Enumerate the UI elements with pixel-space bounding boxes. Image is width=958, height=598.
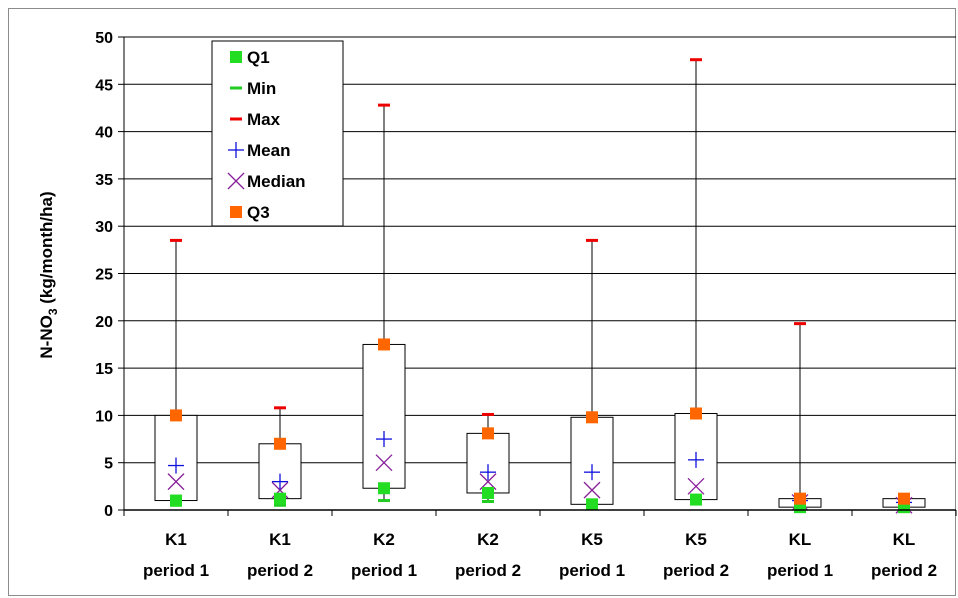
q3-marker bbox=[170, 409, 182, 422]
mean-marker bbox=[376, 431, 392, 448]
y-tick-label: 20 bbox=[95, 314, 113, 331]
x-label-site: KL bbox=[893, 530, 916, 549]
legend-symbol bbox=[227, 172, 245, 190]
q1-marker bbox=[586, 498, 598, 511]
q1-marker bbox=[378, 482, 390, 495]
legend-symbol bbox=[230, 206, 242, 218]
legend-label: Q1 bbox=[247, 48, 270, 67]
median-marker bbox=[583, 481, 601, 499]
x-label-period: period 1 bbox=[559, 561, 625, 580]
legend-label: Median bbox=[247, 172, 306, 191]
x-label-period: period 1 bbox=[143, 561, 209, 580]
y-tick-label: 15 bbox=[95, 361, 113, 378]
legend-label: Mean bbox=[247, 141, 290, 160]
y-tick-label: 50 bbox=[95, 30, 113, 47]
x-label-site: K1 bbox=[269, 530, 291, 549]
q1-marker bbox=[274, 492, 286, 505]
median-x-b bbox=[375, 454, 393, 472]
legend-item: Max bbox=[230, 110, 281, 129]
x-label-site: K1 bbox=[165, 530, 187, 549]
box bbox=[154, 414, 198, 502]
mean-marker bbox=[272, 473, 288, 490]
mean-marker bbox=[480, 464, 496, 481]
y-tick-label: 30 bbox=[95, 219, 113, 236]
x-label-period: period 1 bbox=[351, 561, 417, 580]
x-label-site: K5 bbox=[685, 530, 707, 549]
q3-marker bbox=[482, 427, 494, 440]
median-marker bbox=[167, 473, 185, 491]
mean-marker bbox=[584, 464, 600, 481]
mean-marker bbox=[688, 451, 704, 468]
axes bbox=[123, 37, 957, 516]
legend-item: Mean bbox=[228, 141, 290, 160]
median-x-b bbox=[167, 473, 185, 491]
median-x-b bbox=[227, 172, 245, 190]
y-tick-label: 45 bbox=[95, 77, 113, 94]
x-label-site: K2 bbox=[373, 530, 395, 549]
q1-marker bbox=[690, 493, 702, 506]
median-x-b bbox=[583, 481, 601, 499]
x-label-period: period 2 bbox=[663, 561, 729, 580]
y-tick-label: 10 bbox=[95, 408, 113, 425]
legend: Q1 Min Max Mean Median Q3 bbox=[211, 40, 344, 227]
median-x-b bbox=[687, 477, 705, 495]
median-marker bbox=[479, 473, 497, 491]
q3-marker bbox=[378, 338, 390, 351]
y-tick-label: 25 bbox=[95, 267, 113, 284]
q3-marker bbox=[690, 407, 702, 420]
legend-item: Q1 bbox=[230, 48, 270, 67]
x-label-period: period 2 bbox=[455, 561, 521, 580]
y-tick-label: 0 bbox=[104, 503, 113, 520]
x-label-site: KL bbox=[789, 530, 812, 549]
boxes bbox=[154, 343, 926, 508]
median-marker bbox=[375, 454, 393, 472]
y-axis-label: N-NO3 (kg/month/ha) bbox=[37, 191, 60, 358]
q3-marker bbox=[274, 437, 286, 450]
box bbox=[570, 416, 614, 505]
x-label-period: period 2 bbox=[871, 561, 937, 580]
box bbox=[362, 343, 406, 489]
q3-marker bbox=[898, 492, 910, 505]
median-x-b bbox=[479, 473, 497, 491]
legend-item: Min bbox=[230, 79, 276, 98]
legend-symbol bbox=[228, 142, 244, 158]
q3-marker bbox=[794, 492, 806, 505]
q1-marker bbox=[170, 494, 182, 507]
legend-box bbox=[211, 40, 344, 227]
x-label-period: period 2 bbox=[247, 561, 313, 580]
legend-item: Median bbox=[227, 172, 306, 191]
mean-marker bbox=[168, 457, 184, 474]
x-label-period: period 1 bbox=[767, 561, 833, 580]
x-label-site: K5 bbox=[581, 530, 603, 549]
box bbox=[466, 432, 510, 494]
q3-marker bbox=[586, 411, 598, 424]
chart-frame bbox=[8, 8, 956, 596]
x-category-labels: K1 period 1 K1 period 2 K2 period 1 K2 period 2… bbox=[143, 530, 937, 580]
x-label-site: K2 bbox=[477, 530, 499, 549]
y-tick-labels: 0 5 10 15 20 25 30 35 40 45 50 bbox=[95, 30, 113, 520]
q1-marker bbox=[482, 486, 494, 499]
legend-label: Q3 bbox=[247, 203, 270, 222]
legend-label: Max bbox=[247, 110, 281, 129]
legend-item: Q3 bbox=[230, 203, 270, 222]
legend-label: Min bbox=[247, 79, 276, 98]
median-marker bbox=[687, 477, 705, 495]
y-tick-label: 5 bbox=[104, 456, 113, 473]
y-tick-label: 35 bbox=[95, 172, 113, 189]
legend-symbol bbox=[230, 51, 242, 63]
y-tick-label: 40 bbox=[95, 125, 113, 142]
